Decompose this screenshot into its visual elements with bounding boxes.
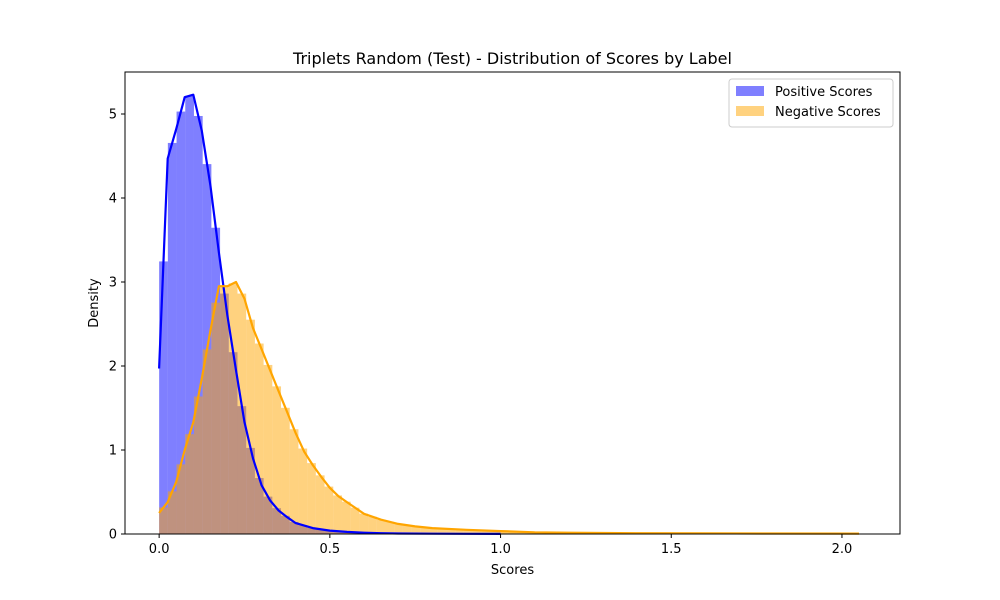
x-tick-label: 0.5 — [320, 542, 341, 557]
hist-bar — [507, 531, 517, 534]
hist-bar — [167, 142, 177, 535]
hist-bar — [176, 464, 186, 534]
y-axis-label: Density — [87, 278, 102, 328]
hist-bar — [481, 530, 490, 534]
hist-bar — [463, 529, 473, 534]
hist-bar — [446, 529, 456, 534]
hist-bar — [298, 448, 308, 534]
hist-bar — [246, 319, 255, 534]
x-axis-label: Scores — [491, 563, 534, 578]
y-tick-label: 0 — [109, 528, 117, 543]
series-negative-bars — [159, 283, 865, 534]
hist-bar — [411, 526, 421, 534]
x-axis: 0.0 0.5 1.0 1.5 2.0 — [149, 534, 853, 557]
hist-bar — [402, 525, 412, 534]
hist-bar — [272, 386, 282, 534]
hist-bar — [167, 491, 177, 534]
hist-bar — [176, 111, 186, 535]
hist-bar — [437, 528, 447, 534]
hist-bar — [376, 519, 386, 534]
hist-bar — [193, 396, 203, 534]
y-axis: 0 1 2 3 4 5 — [109, 108, 125, 543]
hist-bar — [263, 364, 273, 534]
y-tick-label: 1 — [109, 444, 117, 459]
hist-bar — [385, 521, 395, 534]
hist-bar — [281, 407, 290, 534]
plot-area — [158, 93, 865, 536]
kde-line-positive — [158, 93, 501, 536]
y-tick-label: 2 — [109, 360, 117, 375]
hist-bar — [159, 261, 168, 534]
hist-bar — [315, 475, 325, 534]
hist-bar — [202, 349, 212, 534]
hist-bar — [368, 516, 377, 534]
hist-bar — [211, 302, 221, 534]
hist-bar — [307, 463, 316, 534]
hist-bar — [429, 528, 438, 534]
kde-line-negative — [158, 280, 860, 535]
x-tick-label: 1.5 — [661, 542, 682, 557]
hist-bar — [185, 434, 194, 534]
hist-bar — [324, 486, 334, 534]
hist-bar — [220, 286, 229, 534]
legend: Positive Scores Negative Scores — [728, 78, 894, 128]
legend-swatch-positive — [736, 86, 764, 96]
hist-bar — [254, 343, 264, 534]
hist-bar — [489, 530, 499, 534]
hist-bar — [237, 293, 247, 534]
hist-bar — [289, 429, 299, 534]
legend-label-negative: Negative Scores — [775, 105, 881, 120]
hist-bar — [159, 507, 168, 534]
x-tick-label: 0.0 — [149, 542, 170, 557]
legend-swatch-negative — [736, 106, 764, 116]
hist-bar — [420, 527, 430, 534]
hist-bar — [498, 531, 508, 534]
y-tick-label: 3 — [109, 276, 117, 291]
hist-bar — [341, 501, 351, 534]
hist-bar — [333, 495, 342, 534]
hist-bar — [193, 115, 203, 535]
axes-frame — [124, 71, 901, 535]
chart-title: Triplets Random (Test) - Distribution of… — [292, 49, 732, 68]
hist-bar — [228, 283, 238, 534]
legend-label-positive: Positive Scores — [775, 85, 873, 100]
hist-bar — [359, 513, 369, 534]
hist-bar — [185, 95, 194, 534]
x-tick-label: 2.0 — [832, 542, 853, 557]
hist-bar — [455, 529, 464, 534]
hist-bar — [472, 530, 482, 534]
hist-bar — [350, 507, 360, 534]
x-tick-label: 1.0 — [490, 542, 511, 557]
hist-bar — [394, 523, 403, 534]
y-tick-label: 5 — [109, 108, 117, 123]
y-tick-label: 4 — [109, 192, 117, 207]
legend-box — [728, 78, 894, 128]
